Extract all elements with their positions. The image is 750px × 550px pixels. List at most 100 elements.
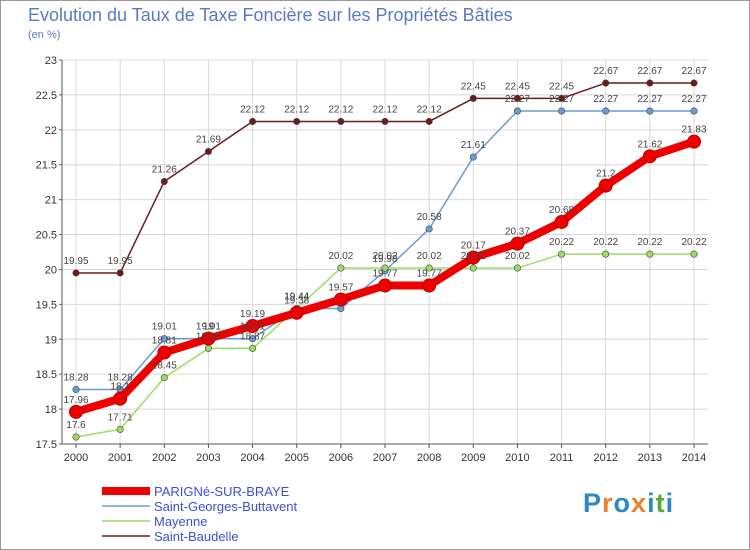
data-point [558, 94, 566, 102]
data-label: 21.62 [637, 139, 662, 150]
x-tick-label: 2013 [638, 452, 662, 464]
x-tick-label: 2014 [682, 452, 706, 464]
x-tick-label: 2012 [593, 452, 617, 464]
x-tick-label: 2005 [284, 452, 308, 464]
data-label: 19.01 [196, 322, 221, 333]
data-point [378, 278, 392, 293]
data-label: 19.95 [108, 256, 133, 267]
data-point [598, 178, 613, 193]
data-label: 19.77 [417, 269, 442, 280]
data-point [333, 292, 348, 307]
data-label: 22.27 [505, 94, 530, 105]
x-tick-label: 2011 [550, 452, 574, 464]
data-point [201, 331, 216, 346]
data-point [690, 79, 698, 87]
y-tick-label: 19 [45, 334, 57, 346]
series-lines [69, 79, 701, 441]
data-label: 22.67 [681, 66, 706, 77]
data-point [160, 335, 168, 343]
y-tick-label: 18 [45, 404, 57, 416]
x-tick-label: 2002 [152, 452, 176, 464]
data-label: 22.12 [328, 104, 353, 115]
logo-letter: x [631, 488, 648, 518]
data-label: 17.96 [63, 395, 88, 406]
data-label: 21.2 [596, 169, 616, 180]
data-label: 22.45 [461, 81, 486, 92]
data-point [687, 134, 701, 149]
data-point [337, 117, 345, 125]
data-label: 22.12 [372, 104, 397, 115]
data-label: 22.12 [284, 104, 309, 115]
grid [62, 59, 708, 445]
chart-title: Evolution du Taux de Taxe Foncière sur l… [28, 5, 513, 25]
data-point [558, 250, 566, 258]
data-point [513, 107, 521, 115]
data-label: 19.01 [152, 322, 177, 333]
data-point [646, 250, 654, 258]
data-point [249, 344, 257, 352]
data-label: 20.02 [417, 251, 442, 262]
data-label: 18.28 [63, 373, 88, 384]
y-tick-label: 18.5 [36, 369, 57, 381]
data-label: 20.02 [505, 251, 530, 262]
data-label: 20.22 [593, 237, 618, 248]
data-point [425, 264, 433, 272]
chart-unit-label: (en %) [28, 29, 61, 41]
data-point [510, 236, 525, 251]
data-point [381, 117, 389, 125]
data-label: 20.02 [328, 251, 353, 262]
data-label: 18.87 [240, 331, 265, 342]
x-tick-label: 2003 [196, 452, 220, 464]
data-label: 20.02 [372, 251, 397, 262]
data-point [558, 107, 566, 115]
data-point [72, 433, 80, 441]
data-label: 20.17 [461, 241, 486, 252]
data-label: 18.28 [108, 373, 133, 384]
data-label: 19.95 [63, 256, 88, 267]
x-tick-label: 2001 [108, 452, 132, 464]
data-point [690, 250, 698, 258]
data-labels: 19.95 19.95 21.26 21.69 22.12 22.12 22.12 22.12… [63, 66, 706, 431]
data-label: 22.45 [549, 81, 574, 92]
data-label: 19.19 [240, 309, 265, 320]
data-label: 20.37 [505, 227, 530, 238]
logo-letter: o [613, 488, 632, 518]
data-label: 22.67 [637, 66, 662, 77]
data-label: 17.71 [108, 412, 133, 423]
x-tick-label: 2010 [505, 452, 529, 464]
data-point [113, 391, 128, 406]
data-label: 18.45 [152, 361, 177, 372]
data-label: 20.58 [417, 212, 442, 223]
data-label: 20.02 [461, 251, 486, 262]
data-label: 21.61 [461, 140, 486, 151]
data-point [422, 278, 437, 293]
data-label: 19 [203, 322, 215, 333]
data-point [602, 79, 610, 87]
data-point [602, 107, 610, 115]
data-point [602, 250, 610, 258]
y-tick-label: 19.5 [36, 299, 57, 311]
data-label: 22.45 [505, 81, 530, 92]
legend: PARIGNé-SUR-BRAYESaint-Georges-Buttavent… [102, 484, 297, 544]
proxiti-logo: Proxiti [583, 488, 674, 519]
logo-letter: t [655, 488, 666, 518]
data-point [116, 269, 124, 277]
data-point [646, 79, 654, 87]
data-label: 18.87 [196, 331, 221, 342]
data-label: 22.27 [637, 94, 662, 105]
x-tick-label: 2006 [329, 452, 353, 464]
data-label: 22.27 [593, 94, 618, 105]
data-label: 20.22 [637, 237, 662, 248]
data-label: 22.12 [240, 104, 265, 115]
data-label: 19.38 [284, 296, 309, 307]
data-point [293, 117, 301, 125]
data-point [425, 117, 433, 125]
data-label: 19.98 [372, 254, 397, 265]
logo-letter: i [665, 488, 675, 518]
logo-letter: P [583, 488, 603, 518]
data-point [469, 94, 477, 102]
axes: 17.5 18 18.5 19 19.5 20 20.5 21 21.5 22 22.5 23 2000… [36, 55, 708, 464]
y-tick-label: 20 [45, 264, 57, 276]
x-tick-label: 2004 [240, 452, 264, 464]
